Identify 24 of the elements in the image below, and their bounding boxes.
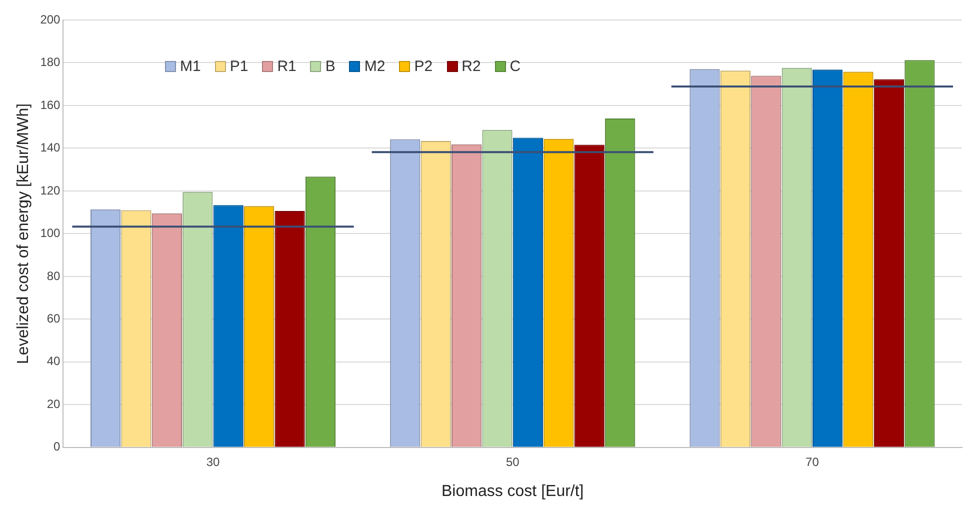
y-tick-label: 100: [40, 226, 61, 240]
legend-label: C: [510, 58, 521, 75]
y-tick-label: 200: [40, 12, 61, 26]
y-tick-label: 40: [46, 354, 61, 368]
legend-label: M2: [364, 58, 386, 75]
y-tick-label: 180: [40, 55, 61, 70]
legend-label: P1: [230, 58, 248, 75]
x-axis-title: Biomass cost [Eur/t]: [441, 482, 584, 500]
x-tick-label: 70: [806, 454, 820, 469]
y-axis-title: Levelized cost of energy [kEur/MWh]: [15, 103, 32, 364]
legend-label: R1: [277, 58, 296, 75]
y-tick-label: 120: [40, 183, 61, 198]
y-tick-label: 60: [46, 311, 61, 326]
y-tick-label: 20: [46, 396, 61, 411]
legend-label: M1: [180, 58, 201, 75]
y-tick-label: 0: [54, 440, 61, 454]
y-tick-label: 140: [40, 140, 61, 155]
y-tick-label: 80: [46, 268, 61, 283]
legend-label: R2: [462, 58, 481, 75]
y-tick-label: 160: [40, 98, 61, 112]
legend-label: P2: [414, 58, 433, 75]
x-tick-label: 30: [206, 454, 220, 469]
legend-label: B: [325, 58, 336, 75]
x-tick-label: 50: [506, 454, 520, 469]
